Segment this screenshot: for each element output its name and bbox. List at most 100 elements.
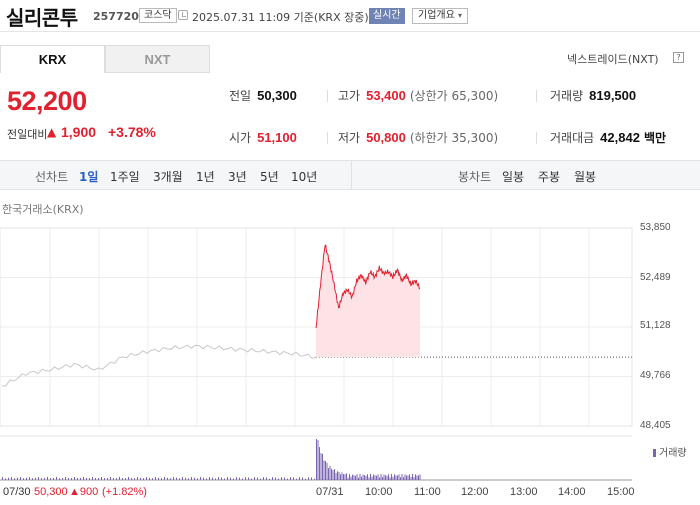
volume-bar [361,476,362,480]
volume-bar [143,478,144,480]
tab-krx[interactable]: KRX [0,45,105,73]
volume-bar [35,477,36,480]
volume-bar [191,477,192,480]
volume-bar [359,474,361,480]
volume-bar [71,477,72,480]
volume-bar [398,474,400,480]
volume-bar [152,478,153,480]
volume-bar [179,478,180,480]
volume-bar [200,477,201,480]
volume-bar [416,475,418,480]
upper-limit: (상한가 65,300) [409,89,499,103]
period-1d[interactable]: 1일 [79,170,99,184]
volume-bar [383,474,385,480]
x-tick-label: 10:00 [365,486,393,498]
candle-daily[interactable]: 일봉 [502,170,525,184]
volume-bar [248,477,249,480]
volume-bar [29,477,30,480]
change-label: 전일대비 [7,128,48,141]
period-10y[interactable]: 10년 [291,170,318,184]
x-tick-label: 15:00 [607,486,635,498]
volume-bar [65,477,66,480]
volume-bar [245,477,246,480]
volume-bar [325,461,326,480]
company-overview-button[interactable]: 기업개요 ▾ [412,8,469,24]
volume-bar [302,477,303,480]
volume-bar [77,478,78,480]
volume-bar [305,478,306,480]
volume-bar [20,477,21,480]
volume-bar [394,474,395,480]
period-3y[interactable]: 3년 [228,170,247,184]
today-area [316,245,420,358]
volume-bar [158,477,159,480]
volume-bar [322,453,323,480]
volume-bar [218,477,219,480]
volume-bar [56,477,57,480]
volume-bar [62,477,63,480]
volume-bar [32,478,33,480]
stat-value: 51,100 [257,130,297,145]
volume-bar [316,439,317,480]
volume-bar [155,477,156,480]
volume-bar [128,477,129,480]
volume-bar [140,477,141,480]
divider [327,132,328,144]
volume-bar [104,477,105,480]
volume-bar [340,474,341,480]
volume-bar [377,474,379,480]
volume-bar [41,478,42,480]
volume-bar [239,477,240,480]
candle-monthly[interactable]: 월봉 [574,170,597,184]
period-1w[interactable]: 1주일 [110,170,140,184]
volume-bar [397,475,398,480]
tab-nxt[interactable]: NXT [105,45,210,73]
period-1y[interactable]: 1년 [196,170,215,184]
volume-bar [11,477,12,480]
volume-bar [332,470,334,480]
divider [536,132,537,144]
volume-bar [92,477,93,480]
period-3m[interactable]: 3개월 [153,170,183,184]
up-triangle-icon: ▲ [47,125,57,139]
volume-bar [74,477,75,480]
stat-amount: 거래대금 42,842 백만 [550,129,666,146]
price-chart[interactable] [0,222,700,484]
volume-bar [227,477,228,480]
volume-bar [382,476,383,480]
help-icon[interactable]: ? [673,52,684,63]
volume-bar [404,474,406,480]
volume-bar [371,476,373,480]
realtime-button[interactable]: 실시간 [369,8,405,24]
volume-bar [137,477,138,480]
volume-bar [380,474,382,480]
volume-bar [386,475,388,480]
volume-bar [23,478,24,480]
company-overview-label: 기업개요 [418,10,455,21]
volume-bar [80,477,81,480]
period-5y[interactable]: 5년 [260,170,279,184]
volume-bar [170,478,171,480]
volume-bar [119,477,120,480]
timestamp: 2025.07.31 11:09 기준(KRX 장중) [192,11,369,24]
volume-bar [134,478,135,480]
volume-bar [221,477,222,480]
x-tick-label: 11:00 [414,486,441,498]
volume-bar [329,465,331,480]
volume-bar [266,477,267,480]
today-line [315,244,421,329]
volume-bar [95,477,96,480]
volume-bar [182,477,183,480]
stat-value: 42,842 [600,130,640,145]
amount-unit: 백만 [643,131,667,145]
volume-bar [281,477,282,480]
x-tick-label: 14:00 [558,486,586,498]
prev-day-series [1,344,317,387]
chart-source: 한국거래소(KRX) [2,203,84,216]
volume-bar [197,478,198,480]
volume-bar [53,477,54,480]
candle-weekly[interactable]: 주봉 [538,170,561,184]
divider [536,90,537,102]
y-tick-label: 53,850 [640,222,671,233]
volume-bar [401,474,403,480]
